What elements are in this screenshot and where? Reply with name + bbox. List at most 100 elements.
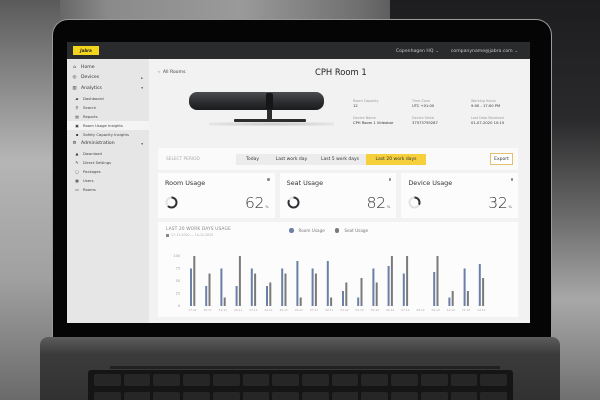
- keyboard-key: [331, 391, 359, 400]
- sidebar-item-room-usage-insights[interactable]: ▣ Room Usage Insights: [67, 120, 149, 130]
- bar-seat-usage[interactable]: [360, 278, 363, 306]
- bar-seat-usage[interactable]: [406, 256, 409, 306]
- headset-icon: ◎: [72, 75, 77, 81]
- bar-room-usage[interactable]: [372, 268, 375, 307]
- x-tick-label: 26.11: [295, 308, 303, 312]
- legend-item-seat-usage[interactable]: Seat Usage: [334, 228, 368, 233]
- x-tick-label: 20.11: [234, 308, 242, 312]
- bar-seat-usage[interactable]: [208, 273, 211, 307]
- sidebar-item-safety-capacity-insights[interactable]: ▪ Safety Capacity Insights: [67, 130, 149, 139]
- caret-right-icon[interactable]: ▸: [141, 75, 143, 80]
- keyboard-key: [94, 391, 121, 400]
- bar-seat-usage[interactable]: [238, 256, 241, 306]
- keyboard-key: [420, 391, 448, 400]
- home-icon: ⌂: [73, 64, 76, 70]
- x-tick-label: 23.11: [249, 308, 257, 312]
- bar-seat-usage[interactable]: [299, 297, 302, 307]
- legend-item-room-usage[interactable]: Room Usage: [289, 228, 325, 233]
- device-meta-device-name: Device Name CPH Room 1 Videobar: [353, 116, 412, 125]
- sidebar-item-download[interactable]: ▲ Download: [67, 149, 149, 158]
- tab-last-work-day[interactable]: Last work day: [275, 156, 308, 162]
- device-meta-grid: Room Capacity 12 Time Zone UTC +01:00 Workin…: [353, 99, 530, 125]
- back-to-all-rooms-link[interactable]: ‹ All Rooms: [158, 70, 185, 75]
- bar-seat-usage[interactable]: [482, 278, 485, 306]
- tab-today[interactable]: Today: [245, 156, 259, 162]
- sidebar-item-direct-settings[interactable]: ✎ Direct Settings: [67, 158, 149, 167]
- sidebar-item-reports[interactable]: ▤ Reports: [67, 112, 149, 121]
- kpi-card-device-usage: Device Usage 32%: [401, 173, 519, 218]
- back-label: All Rooms: [162, 69, 186, 75]
- location-selector[interactable]: Copenhagen HQ ⌄: [396, 48, 439, 54]
- bar-seat-usage[interactable]: [314, 273, 317, 307]
- background-wall-left: [0, 0, 60, 400]
- bar-seat-usage[interactable]: [193, 256, 196, 306]
- sidebar-item-rooms[interactable]: ▭ Rooms: [67, 185, 149, 194]
- x-tick-label: 01.12: [340, 308, 348, 312]
- keyboard-key: [242, 374, 270, 386]
- sidebar-item-search[interactable]: ⚲ Search: [67, 103, 149, 112]
- bar-room-usage[interactable]: [205, 286, 208, 306]
- sidebar-item-label: Room Usage Insights: [83, 122, 123, 128]
- bar-room-usage[interactable]: [433, 272, 436, 306]
- sidebar-item-devices[interactable]: ◎ Devices ▸: [67, 73, 149, 84]
- account-menu[interactable]: companyname@jabra.com ⌄: [451, 48, 518, 54]
- bar-room-usage[interactable]: [220, 268, 223, 307]
- keyboard-key: [212, 391, 240, 400]
- bar-seat-usage[interactable]: [390, 256, 393, 306]
- jabra-logo[interactable]: Jabra: [73, 46, 99, 55]
- export-button[interactable]: Export: [490, 153, 513, 165]
- sidebar-item-label: Administration: [81, 141, 115, 147]
- bar-seat-usage[interactable]: [284, 273, 287, 307]
- period-label: SELECT PERIOD: [166, 156, 200, 162]
- bar-seat-usage[interactable]: [223, 297, 226, 307]
- meta-label: Time Zone: [412, 99, 431, 103]
- chart-date-range: 17-11-2020 — 14-12-2020: [166, 233, 510, 237]
- bar-room-usage[interactable]: [296, 261, 299, 306]
- bar-room-usage[interactable]: [281, 268, 284, 307]
- sidebar-item-administration[interactable]: ⚙ Administration ▾: [67, 139, 149, 150]
- bar-room-usage[interactable]: [478, 264, 481, 306]
- bar-room-usage[interactable]: [250, 268, 253, 307]
- sidebar-item-users[interactable]: ▦ Users: [67, 176, 149, 185]
- sidebar-item-analytics[interactable]: ▥ Analytics ▾: [67, 83, 149, 94]
- bar-room-usage[interactable]: [190, 268, 192, 307]
- x-tick-label: 24.11: [264, 308, 272, 312]
- bar-room-usage[interactable]: [463, 268, 466, 307]
- bar-seat-usage[interactable]: [375, 282, 378, 307]
- sidebar-item-packages[interactable]: ▢ Packages: [67, 167, 149, 176]
- bar-room-usage[interactable]: [387, 266, 390, 306]
- chevron-down-icon: ⌄: [514, 47, 518, 53]
- bar-seat-usage[interactable]: [330, 297, 333, 307]
- keyboard-key: [153, 374, 181, 386]
- bar-seat-usage[interactable]: [451, 291, 454, 306]
- info-icon[interactable]: [510, 178, 514, 181]
- bar-room-usage[interactable]: [235, 286, 238, 306]
- sidebar-item-home[interactable]: ⌂ Home: [67, 62, 149, 73]
- rooms-icon: ▭: [75, 187, 79, 192]
- caret-down-icon[interactable]: ▾: [141, 141, 143, 146]
- bar-room-usage[interactable]: [342, 291, 344, 306]
- keyboard-key: [272, 391, 299, 400]
- gear-icon: ⚙: [72, 141, 77, 147]
- bar-room-usage[interactable]: [357, 297, 360, 307]
- caret-down-icon[interactable]: ▾: [141, 86, 143, 91]
- x-tick-label: 10.12: [447, 308, 455, 312]
- info-icon[interactable]: [388, 178, 392, 181]
- bar-room-usage[interactable]: [311, 268, 314, 307]
- bar-room-usage[interactable]: [266, 286, 268, 306]
- sidebar-item-dashboard[interactable]: ▰ Dashboard: [67, 94, 149, 103]
- bar-seat-usage[interactable]: [269, 282, 272, 307]
- sidebar-item-label: Reports: [83, 113, 98, 119]
- bar-room-usage[interactable]: [448, 297, 451, 307]
- kpi-card-seat-usage: Seat Usage 82%: [279, 173, 397, 218]
- bar-seat-usage[interactable]: [254, 273, 257, 307]
- bar-seat-usage[interactable]: [345, 282, 348, 307]
- bar-seat-usage[interactable]: [436, 256, 439, 306]
- bar-seat-usage[interactable]: [466, 291, 469, 306]
- info-icon[interactable]: [267, 178, 270, 181]
- tab-last-5-work-days[interactable]: Last 5 work days: [320, 156, 360, 162]
- bar-room-usage[interactable]: [402, 273, 405, 307]
- tab-last-20-work-days[interactable]: Last 20 work days: [366, 153, 426, 165]
- bar-room-usage[interactable]: [326, 261, 329, 306]
- videobar-image: [174, 92, 334, 132]
